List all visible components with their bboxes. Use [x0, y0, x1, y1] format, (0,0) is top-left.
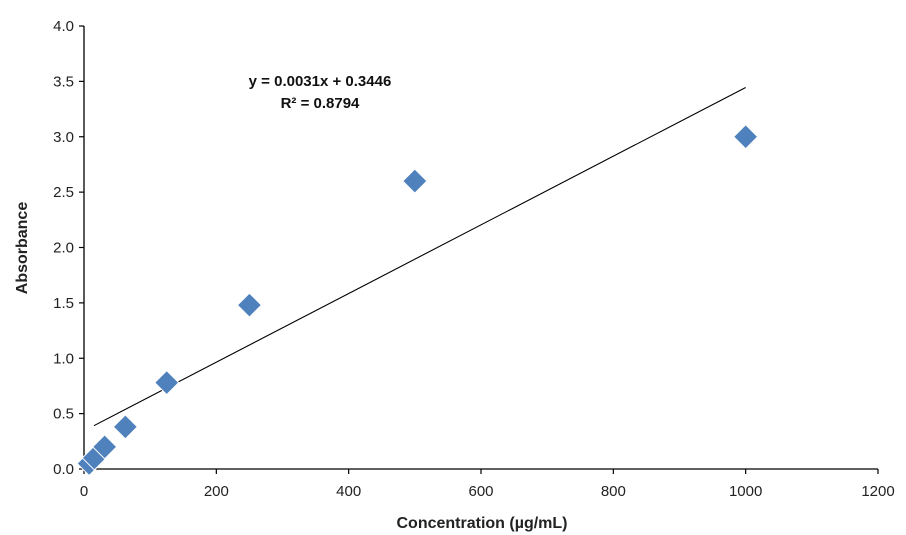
x-axis-ticks: 0 200 400 600 800 1000 1200: [80, 469, 895, 500]
y-tick-label: 3.0: [53, 129, 74, 146]
y-tick-label: 1.5: [53, 295, 74, 312]
data-points: [76, 124, 759, 477]
y-tick-label: 2.5: [53, 184, 74, 201]
y-tick-label: 4.0: [53, 18, 74, 35]
y-axis-ticks: 0.0 0.5 1.0 1.5 2.0 2.5 3.0 3.5 4.0: [53, 18, 84, 478]
data-point: [154, 369, 180, 396]
y-tick-label: 2.0: [53, 240, 74, 257]
x-tick-label: 1000: [729, 483, 762, 500]
y-axis-title: Absorbance: [14, 202, 31, 295]
x-axis-title: Concentration (µg/mL): [397, 515, 568, 532]
x-tick-label: 400: [336, 483, 361, 500]
trendline: [93, 87, 746, 427]
data-point: [732, 124, 759, 150]
x-tick-label: 800: [601, 483, 626, 500]
x-tick-label: 0: [80, 483, 88, 500]
data-point: [236, 292, 263, 318]
data-point: [91, 434, 118, 460]
y-tick-label: 0.5: [53, 406, 74, 423]
axes: [83, 26, 878, 470]
trendline-equation: y = 0.0031x + 0.3446: [249, 73, 392, 90]
data-point: [112, 414, 139, 440]
data-point: [402, 168, 428, 194]
trendline-group: [93, 87, 746, 427]
y-tick-label: 3.5: [53, 73, 74, 90]
y-tick-label: 1.0: [53, 350, 74, 367]
x-tick-label: 600: [468, 483, 493, 500]
trendline-r-squared: R² = 0.8794: [281, 95, 360, 112]
y-tick-label: 0.0: [53, 461, 74, 478]
x-tick-label: 1200: [861, 483, 894, 500]
x-tick-label: 200: [204, 483, 229, 500]
